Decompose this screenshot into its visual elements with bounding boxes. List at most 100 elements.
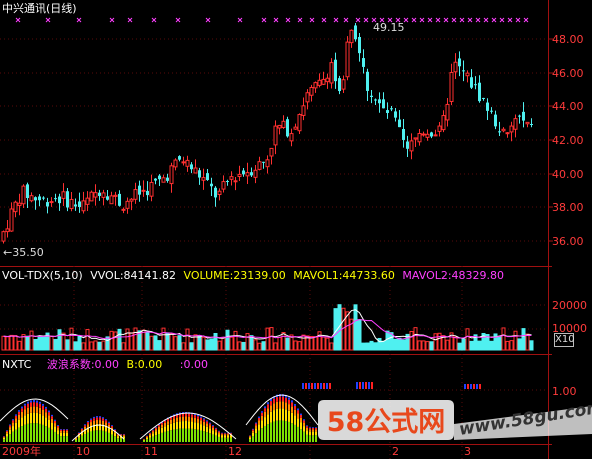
wave-bar [273, 421, 275, 442]
volume-bar [97, 341, 102, 351]
candle [433, 129, 438, 137]
candle [406, 135, 409, 158]
volume-bar [469, 340, 474, 351]
volume-bars[interactable] [0, 282, 548, 352]
candlestick-chart[interactable] [0, 16, 548, 266]
wave-bar [152, 436, 154, 442]
wave-bar [42, 424, 44, 442]
wave-bar [170, 423, 172, 431]
candle [173, 158, 178, 171]
wave-bar [24, 409, 26, 416]
candle [98, 189, 101, 201]
wave-bar [200, 430, 202, 442]
wave-bar [309, 431, 311, 436]
wave-bar [209, 425, 211, 429]
wave-bar [158, 425, 160, 427]
panel-divider-nxtc [0, 354, 552, 355]
wave-bar [194, 413, 196, 416]
wave-bar [45, 408, 47, 413]
wave-bar [9, 425, 11, 428]
wave-bar [93, 430, 95, 442]
volume-bar [509, 340, 514, 351]
candle [154, 178, 157, 185]
wave-bar [203, 431, 205, 442]
wave-bar [249, 435, 251, 437]
wave-bar [99, 423, 101, 431]
wave-bar [3, 437, 5, 440]
volume-bar [77, 335, 82, 351]
wave-bar [84, 429, 86, 435]
candle [206, 168, 209, 181]
wave-bar [15, 418, 17, 423]
wave-bar [117, 436, 119, 439]
volume-unit-button[interactable]: X10 [554, 333, 575, 347]
wave-bar [21, 411, 23, 418]
candle [289, 128, 294, 147]
volume-indicator-name[interactable]: VOL-TDX(5,10) [2, 269, 83, 282]
wave-bar [117, 434, 119, 437]
wave-curve [245, 394, 319, 426]
candle [245, 162, 250, 185]
volume-bar [9, 334, 14, 351]
candle [161, 174, 166, 183]
nxtc-indicator-chart[interactable] [0, 369, 548, 444]
wave-bar [282, 396, 284, 402]
time-label-11: 11 [144, 445, 158, 458]
volume-bar [337, 304, 342, 351]
volume-bar [429, 341, 434, 351]
wave-bar [368, 382, 370, 389]
wave-bar [182, 412, 184, 414]
wave-bar [329, 383, 331, 389]
wave-bar [255, 423, 257, 426]
wave-bar [167, 424, 169, 431]
wave-bar [185, 421, 187, 429]
wave-bar [54, 423, 56, 427]
wave-bar [12, 420, 14, 423]
wave-bar [176, 429, 178, 442]
wave-bar [120, 434, 122, 436]
candle [214, 186, 217, 207]
wave-bar [12, 419, 14, 421]
wave-bar [203, 425, 205, 432]
candle [129, 198, 134, 211]
volume-bar [261, 341, 266, 351]
wave-bar [39, 423, 41, 442]
wave-bar [96, 423, 98, 431]
candle [445, 98, 450, 127]
wave-bar [149, 437, 151, 442]
wave-bar [218, 434, 220, 437]
wave-bar [309, 427, 311, 428]
wave-bar [209, 433, 211, 442]
wave-bar [60, 429, 62, 430]
wave-bar [476, 384, 478, 389]
wave-bar [75, 438, 77, 440]
volume-bar [445, 339, 450, 351]
wave-bar [108, 432, 110, 442]
wave-bar [158, 433, 160, 442]
wave-bar [152, 430, 154, 432]
volume-bar [289, 334, 294, 351]
b-value: B:0.00 [126, 358, 163, 371]
wave-bar [39, 413, 41, 424]
wave-bar [200, 416, 202, 418]
candle [501, 127, 506, 133]
wave-bar [117, 438, 119, 442]
wave-bar [173, 414, 175, 416]
wave-bar [179, 416, 181, 422]
volume-bar [69, 327, 74, 351]
volume-bar [157, 340, 162, 351]
candle [421, 131, 426, 137]
wave-bar [45, 417, 47, 427]
wave-bar [30, 412, 32, 424]
wave-bar [285, 421, 287, 442]
volume-bar [397, 337, 402, 351]
nxtc-indicator-name[interactable]: NXTC [2, 358, 32, 371]
wave-bar [42, 415, 44, 425]
wave-bar [371, 382, 373, 389]
wave-bar [87, 427, 89, 433]
wave-bar [63, 436, 65, 442]
wave-bar [102, 418, 104, 421]
wave-bar [188, 413, 190, 417]
wave-bar [102, 424, 104, 431]
